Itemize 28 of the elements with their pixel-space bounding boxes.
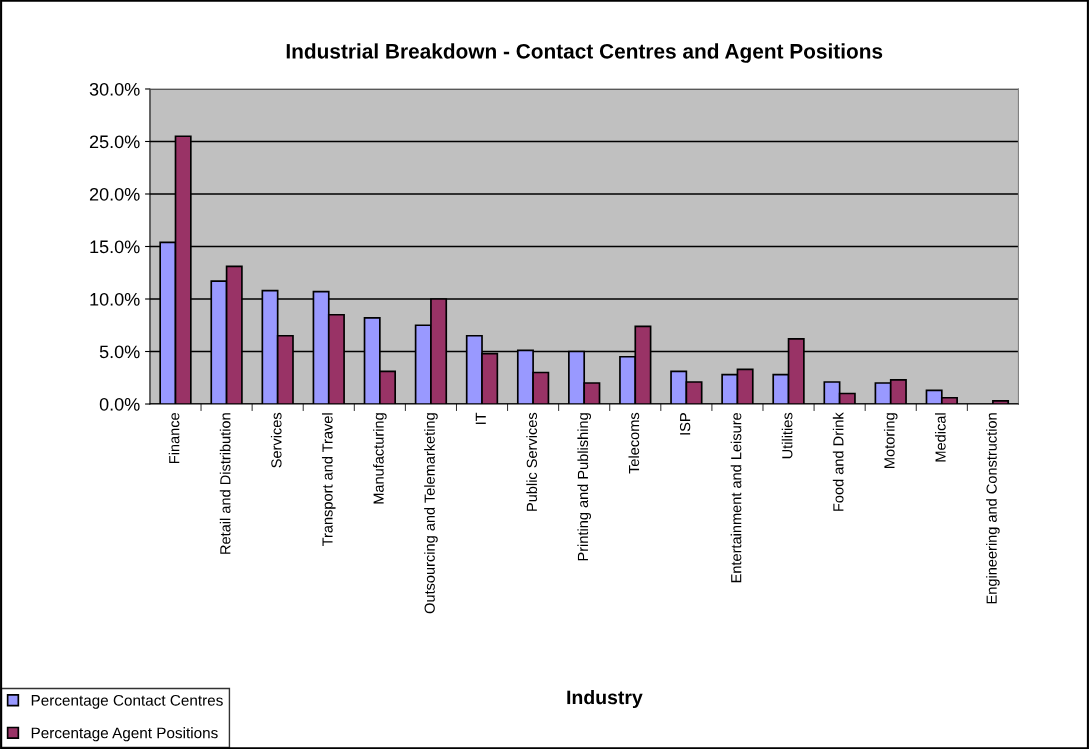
x-tick-label: Medical [935,413,946,462]
y-tick-label: 15.0% [90,240,140,254]
x-tick-label: Services [270,412,282,468]
x-tick-label: Finance [168,412,180,464]
x-tick-label: Telecoms [628,412,640,474]
x-tick-label: Manufacturing [373,413,387,504]
x-tick-label: Engineering and Construction [986,413,1000,604]
x-tick-label: ISP [679,413,691,435]
y-tick-label: 5.0% [99,345,140,359]
x-tick-label: IT [475,412,486,424]
x-tick-label: Food and Drink [832,412,844,511]
y-tick-label: 25.0% [89,135,140,149]
y-tick-label: 20.0% [89,187,140,201]
x-tick-label: Transport and Travel [321,413,336,547]
x-tick-label: Entertainment and Leisure [730,412,742,583]
x-tick-label: Outsourcing and Telemarketing [424,413,438,614]
x-tick-label: Public Services [526,412,538,511]
y-tick-label: 30.0% [89,82,140,96]
legend-label: Percentage Contact Centres [31,694,223,709]
x-tick-label: Retail and Distribution [219,413,231,554]
x-tick-label: Motoring [883,413,898,468]
legend-label: Percentage Agent Positions [31,727,218,742]
x-tick-label: Printing and Publishing [577,413,591,561]
chart-title: Industrial Breakdown - Contact Centres and Agent Positions [286,43,883,63]
x-tick-label: Utilities [781,412,793,459]
y-tick-label: 0.0% [99,397,140,411]
x-axis-title: Industry [567,689,643,709]
y-tick-label: 10.0% [90,292,140,306]
